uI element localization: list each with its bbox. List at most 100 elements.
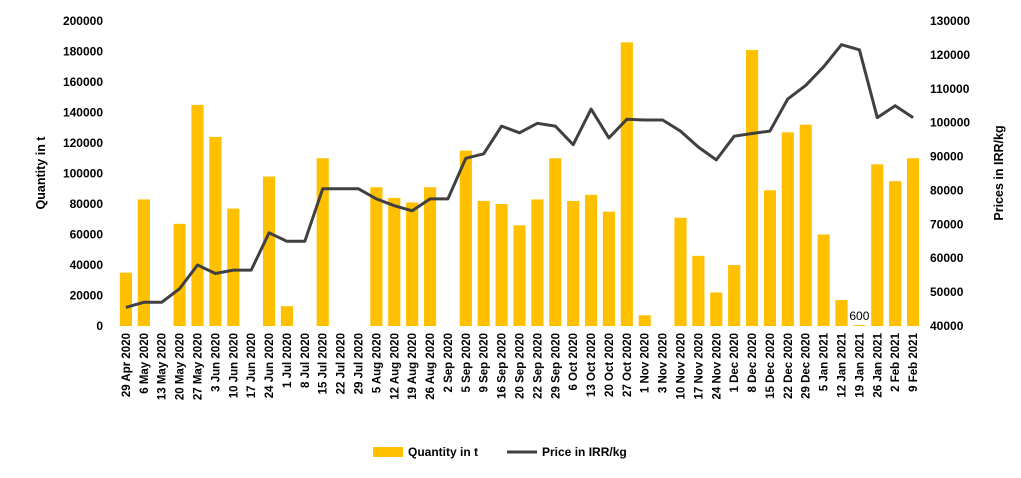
category-label: 9 Sep 2020 <box>479 333 491 392</box>
category-label: 27 May 2020 <box>193 333 205 400</box>
quantity-bar <box>745 49 759 326</box>
quantity-bar <box>477 200 490 326</box>
category-label: 22 Jul 2020 <box>336 333 348 394</box>
quantity-bar <box>871 164 884 326</box>
quantity-bar <box>692 255 705 326</box>
left-tick-label: 60000 <box>70 228 104 242</box>
quantity-bar <box>513 225 526 326</box>
quantity-bar <box>191 104 204 326</box>
category-label: 12 Aug 2020 <box>389 333 401 400</box>
left-tick-label: 20000 <box>70 289 104 303</box>
category-label: 9 Feb 2021 <box>908 332 920 391</box>
right-tick-label: 90000 <box>930 150 964 164</box>
quantity-bar <box>173 223 186 326</box>
category-label: 19 Aug 2020 <box>407 333 419 400</box>
quantity-bar <box>602 211 616 326</box>
category-label: 20 Oct 2020 <box>604 333 616 397</box>
quantity-bar <box>406 202 419 326</box>
left-tick-label: 200000 <box>63 14 103 28</box>
quantity-bar <box>209 136 222 326</box>
quantity-bar <box>620 42 633 326</box>
quantity-bar <box>388 197 401 326</box>
category-label: 1 Dec 2020 <box>729 333 741 392</box>
quantity-bar <box>763 190 777 326</box>
category-label: 29 Dec 2020 <box>801 333 813 399</box>
category-label: 27 Oct 2020 <box>622 333 634 397</box>
category-label: 26 Aug 2020 <box>425 333 437 400</box>
category-label: 6 May 2020 <box>139 333 151 394</box>
category-labels: 29 Apr 2020 6 May 2020 13 May 2020 20 May 2… <box>121 332 920 400</box>
left-tick-label: 120000 <box>63 136 103 150</box>
category-label: 17 Nov 2020 <box>693 333 705 400</box>
category-label: 1 Jul 2020 <box>282 333 294 388</box>
category-label: 5 Sep 2020 <box>461 333 473 392</box>
category-label: 2 Feb 2021 <box>890 332 902 391</box>
legend-label-price: Price in IRR/kg <box>542 445 627 459</box>
category-label: 29 Apr 2020 <box>121 333 133 397</box>
left-axis-title: Quantity in t <box>34 136 48 210</box>
quantity-bar <box>531 199 544 326</box>
left-tick-label: 0 <box>96 319 103 333</box>
legend-label-quantity: Quantity in t <box>408 445 478 459</box>
category-label: 22 Sep 2020 <box>532 333 544 399</box>
left-axis-ticks: 0 20000 40000 60000 80000 100000 120000 140000 1… <box>63 14 103 333</box>
quantity-bar <box>137 199 150 326</box>
quantity-bar <box>370 187 383 326</box>
category-label: 3 Nov 2020 <box>658 333 670 393</box>
quantity-bar <box>549 158 562 326</box>
left-tick-label: 180000 <box>63 45 103 59</box>
category-label: 16 Sep 2020 <box>497 333 509 399</box>
category-label: 29 Jul 2020 <box>354 333 366 394</box>
right-tick-label: 60000 <box>930 251 964 265</box>
quantity-bar <box>227 208 240 326</box>
category-label: 17 Jun 2020 <box>246 333 258 398</box>
quantity-bar <box>567 200 580 326</box>
right-tick-label: 100000 <box>930 116 970 130</box>
right-tick-label: 110000 <box>930 82 970 96</box>
quantity-bar <box>835 300 848 326</box>
quantity-bar <box>459 150 472 326</box>
right-tick-label: 120000 <box>930 48 970 62</box>
left-tick-label: 160000 <box>63 75 103 89</box>
legend: Quantity in t Price in IRR/kg <box>373 445 627 459</box>
category-label: 22 Dec 2020 <box>783 333 795 399</box>
category-label: 26 Jan 2021 <box>872 332 884 397</box>
left-tick-label: 100000 <box>63 167 103 181</box>
right-tick-label: 50000 <box>930 285 964 299</box>
right-tick-label: 40000 <box>930 319 964 333</box>
left-tick-label: 80000 <box>70 197 104 211</box>
category-label: 8 Dec 2020 <box>747 333 759 392</box>
right-tick-label: 80000 <box>930 183 964 197</box>
left-tick-label: 40000 <box>70 258 104 272</box>
category-label: 6 Oct 2020 <box>568 333 580 391</box>
category-label: 29 Sep 2020 <box>550 333 562 399</box>
category-label: 5 Jan 2021 <box>819 332 831 391</box>
category-label: 12 Jan 2021 <box>837 332 849 397</box>
category-label: 13 Oct 2020 <box>586 333 598 397</box>
quantity-bar <box>889 181 902 326</box>
quantity-bar <box>638 315 651 326</box>
quantity-bar <box>262 176 276 326</box>
quantity-bar <box>728 265 741 326</box>
right-axis-title: Prices in IRR/kg <box>992 125 1006 220</box>
quantity-bar <box>799 124 812 326</box>
legend-swatch-quantity <box>373 447 403 457</box>
quantity-bar <box>280 306 294 326</box>
category-label: 15 Dec 2020 <box>765 333 777 399</box>
left-tick-label: 140000 <box>63 106 103 120</box>
quantity-bar <box>316 158 329 326</box>
quantity-bar <box>119 272 133 326</box>
quantity-bar <box>906 158 920 326</box>
quantity-bar <box>423 187 437 326</box>
category-label: 5 Aug 2020 <box>371 333 383 393</box>
category-label: 2 Sep 2020 <box>443 333 455 392</box>
category-label: 10 Nov 2020 <box>676 333 688 400</box>
category-label: 15 Jul 2020 <box>318 333 330 394</box>
right-axis-ticks: 40000 50000 60000 70000 80000 90000 100000 1100… <box>930 14 970 333</box>
category-label: 13 May 2020 <box>157 333 169 400</box>
category-label: 24 Nov 2020 <box>711 333 723 400</box>
category-label: 20 Sep 2020 <box>515 333 527 399</box>
category-label: 3 Jun 2020 <box>210 333 222 392</box>
quantity-bar <box>495 204 508 326</box>
